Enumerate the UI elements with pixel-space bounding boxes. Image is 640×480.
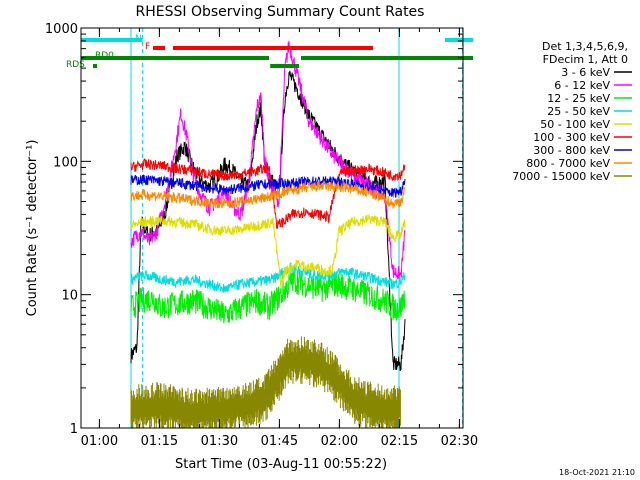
plot-frame xyxy=(80,27,464,429)
legend-label-2: 12 - 25 keV xyxy=(547,92,610,105)
flag-n-label: N xyxy=(135,34,142,44)
plot-content: NF RD0 RDS xyxy=(66,28,473,428)
legend-label-5: 100 - 300 keV xyxy=(533,131,610,144)
legend: Det 1,3,4,5,6,9,FDecim 1, Att 03 - 6 keV… xyxy=(512,40,632,183)
legend-header-1: FDecim 1, Att 0 xyxy=(543,53,628,66)
x-tick-label-3: 01:45 xyxy=(261,434,298,449)
axes: 1 10 100 1000 01:00 01:15 01:30 01:45 02:00 02:15… xyxy=(45,22,478,449)
series-5 xyxy=(130,157,406,230)
y-tick-label-2: 100 xyxy=(53,155,78,170)
series-6 xyxy=(130,174,406,198)
plot-timestamp: 18-Oct-2021 21:10 xyxy=(559,468,635,477)
x-tick-label-1: 01:15 xyxy=(141,434,178,449)
x-tick-label-5: 02:15 xyxy=(381,434,418,449)
series-line-3 xyxy=(130,262,406,294)
series-7 xyxy=(130,179,406,209)
series-8 xyxy=(130,336,401,428)
legend-label-0: 3 - 6 keV xyxy=(561,66,610,79)
legend-label-4: 50 - 100 keV xyxy=(540,118,610,131)
legend-label-8: 7000 - 15000 keV xyxy=(512,170,610,183)
y-tick-label-3: 1000 xyxy=(45,22,78,37)
series-line-4 xyxy=(130,214,406,288)
legend-label-7: 800 - 7000 keV xyxy=(526,157,610,170)
series-line-6 xyxy=(130,174,406,198)
series-3 xyxy=(130,262,406,294)
legend-label-1: 6 - 12 keV xyxy=(554,79,610,92)
flag-f-label: F xyxy=(145,42,150,52)
series-line-2 xyxy=(130,267,406,324)
x-tick-label-6: 02:30 xyxy=(441,434,478,449)
flag-rds-label: RDS xyxy=(66,60,85,70)
series-line-7 xyxy=(130,179,406,209)
y-axis-label: Count Rate (s⁻¹ detector⁻¹) xyxy=(25,140,40,317)
y-tick-label-0: 1 xyxy=(70,422,78,437)
x-tick-label-2: 01:30 xyxy=(201,434,238,449)
x-tick-label-0: 01:00 xyxy=(81,434,118,449)
series-4 xyxy=(130,214,406,288)
legend-label-6: 300 - 800 keV xyxy=(533,144,610,157)
legend-label-3: 25 - 50 keV xyxy=(547,105,610,118)
x-tick-label-4: 02:00 xyxy=(321,434,358,449)
x-axis-label: Start Time (03-Aug-11 00:55:22) xyxy=(175,457,387,472)
series-2 xyxy=(130,267,406,324)
y-tick-label-1: 10 xyxy=(61,289,78,304)
series-line-5 xyxy=(130,157,406,230)
series-line-8 xyxy=(130,336,401,428)
flag-rd0-label: RD0 xyxy=(95,51,114,61)
chart-title: RHESSI Observing Summary Count Rates xyxy=(136,4,425,20)
legend-header-0: Det 1,3,4,5,6,9, xyxy=(542,40,628,53)
